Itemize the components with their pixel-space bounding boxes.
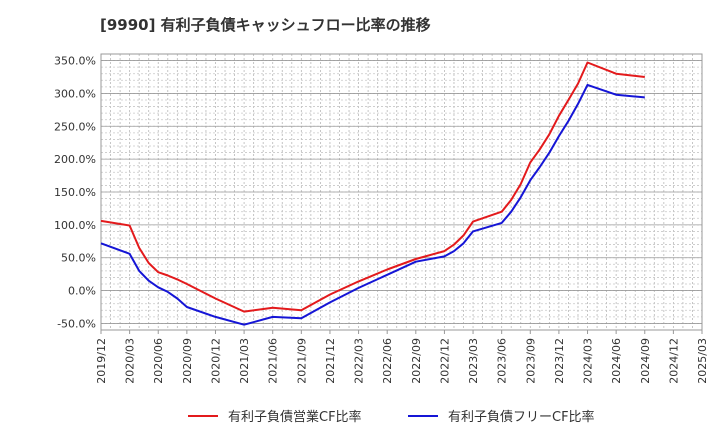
x-tick-label: 2024/06 (610, 338, 623, 384)
y-tick-label: 300.0% (54, 87, 96, 100)
series-line (100, 61, 645, 313)
y-tick-label: 50.0% (61, 252, 96, 265)
y-tick-label: 200.0% (54, 153, 96, 166)
x-tick-label: 2020/03 (124, 338, 137, 384)
x-tick-label: 2023/06 (496, 338, 509, 384)
y-tick-label: 150.0% (54, 186, 96, 199)
x-tick-label: 2019/12 (95, 338, 108, 384)
y-tick-label: -50.0% (57, 317, 96, 330)
legend-label: 有利子負債フリーCF比率 (448, 409, 595, 425)
x-tick-label: 2024/12 (667, 338, 680, 384)
plot-area (100, 53, 703, 331)
x-tick-label: 2023/09 (524, 338, 537, 384)
x-tick-label: 2022/03 (353, 338, 366, 384)
y-tick-label: 100.0% (54, 219, 96, 232)
x-tick-label: 2022/06 (381, 338, 394, 384)
grid (100, 53, 703, 331)
x-tick-label: 2021/03 (238, 338, 251, 384)
series-line (100, 83, 645, 326)
y-tick-label: 250.0% (54, 120, 96, 133)
x-tick-label: 2021/09 (295, 338, 308, 384)
x-tick-label: 2020/06 (152, 338, 165, 384)
x-tick-label: 2023/03 (467, 338, 480, 384)
y-tick-label: 350.0% (54, 55, 96, 68)
chart-title: [9990] 有利子負債キャッシュフロー比率の推移 (100, 16, 431, 34)
y-tick-label: 0.0% (68, 285, 96, 298)
x-tick-label: 2024/09 (639, 338, 652, 384)
x-tick-label: 2020/09 (181, 338, 194, 384)
x-tick-label: 2023/12 (553, 338, 566, 384)
series-lines (100, 61, 645, 326)
x-tick-label: 2022/09 (410, 338, 423, 384)
x-tick-label: 2020/12 (209, 338, 222, 384)
x-tick-label: 2022/12 (438, 338, 451, 384)
x-tick-label: 2024/03 (582, 338, 595, 384)
x-tick-label: 2021/06 (267, 338, 280, 384)
x-axis-ticks: 2019/12 2020/03 2020/06 2020/09 2020/12 2021/… (95, 330, 709, 384)
legend: 有利子負債営業CF比率 有利子負債フリーCF比率 (188, 409, 595, 425)
legend-label: 有利子負債営業CF比率 (228, 409, 362, 425)
x-tick-label: 2025/03 (696, 338, 709, 384)
y-axis-ticks: 350.0% 300.0% 250.0% 200.0% 150.0% 100.0% 50.0… (54, 55, 96, 331)
x-tick-label: 2021/12 (324, 338, 337, 384)
